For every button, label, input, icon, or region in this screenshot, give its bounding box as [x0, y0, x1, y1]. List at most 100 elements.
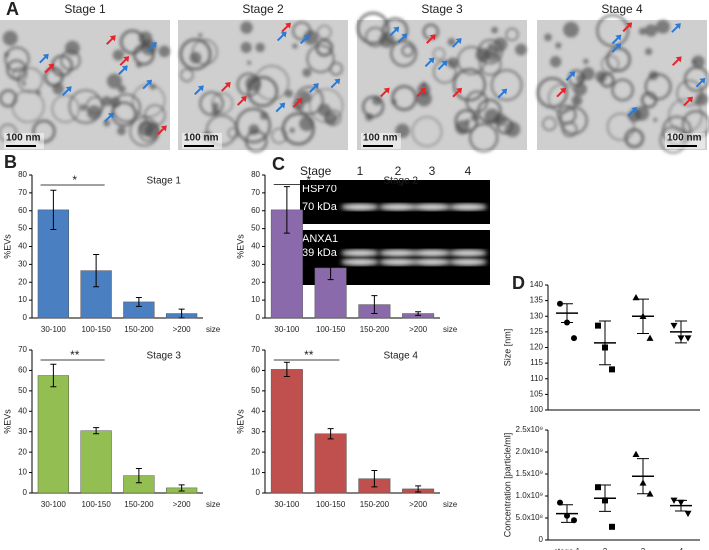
- x-tick-label: 150-200: [360, 500, 390, 509]
- vesicle: [432, 47, 446, 61]
- vesicle: [469, 123, 499, 153]
- arrow-head: [686, 96, 693, 103]
- point: [571, 517, 577, 524]
- point: [609, 366, 615, 373]
- vesicle: [548, 83, 578, 113]
- debris: [372, 95, 382, 106]
- vesicle: [390, 39, 418, 67]
- x-tick-label: stage 1: [554, 547, 581, 550]
- debris: [470, 113, 479, 122]
- error-bar: [178, 308, 185, 319]
- x-tick-label: 30-100: [274, 500, 299, 509]
- debris: [117, 126, 126, 136]
- point: [595, 322, 601, 329]
- vesicle: [477, 38, 503, 65]
- y-tick-label: 2.5x10⁹: [516, 425, 543, 434]
- debris: [302, 68, 312, 78]
- x-tick-label: 100-150: [316, 500, 346, 509]
- image-title: Stage 1: [64, 2, 106, 16]
- arrow-head: [280, 31, 287, 38]
- vesicle: [611, 78, 634, 102]
- point: [646, 334, 654, 341]
- arrow-head: [401, 33, 408, 40]
- debris: [245, 75, 261, 92]
- arrow-head: [312, 83, 319, 90]
- arrow-head: [675, 56, 682, 63]
- debris: [292, 43, 298, 49]
- texture: [0, 29, 171, 147]
- vesicle: [12, 66, 28, 82]
- y-tick-label: 105: [530, 389, 544, 398]
- x-tick-label: 150-200: [360, 325, 390, 334]
- x-tick-label: 100-150: [81, 325, 111, 334]
- error-bar: [50, 363, 57, 388]
- y-tick-label: 0: [256, 488, 261, 497]
- band: [379, 203, 417, 211]
- point: [646, 490, 654, 497]
- bar: [80, 430, 112, 494]
- y-tick-label: 20: [251, 447, 260, 456]
- arrow-head: [455, 37, 462, 44]
- error-bar: [371, 295, 378, 315]
- bar: [37, 375, 70, 494]
- point: [684, 510, 692, 518]
- image-title: Stage 2: [242, 2, 284, 16]
- band: [341, 249, 379, 257]
- significance: **: [304, 348, 314, 362]
- y-tick-label: 60: [251, 206, 260, 215]
- vesicle: [561, 121, 578, 138]
- arrow-head: [42, 53, 49, 60]
- x-tick-label: >200: [173, 500, 192, 509]
- vesicle: [199, 91, 224, 116]
- error-bar: [599, 484, 611, 512]
- protein-label: HSP70: [302, 183, 337, 195]
- band: [449, 249, 487, 257]
- protein-label: ANXA1: [302, 233, 338, 245]
- band: [341, 258, 379, 266]
- debris: [653, 117, 658, 122]
- debris: [189, 51, 202, 64]
- vesicle: [111, 93, 142, 123]
- y-tick-label: 60: [18, 366, 27, 375]
- vesicle: [401, 44, 414, 57]
- chart-title: Stage 3: [147, 351, 182, 362]
- panel-label: C: [272, 154, 285, 174]
- x-tick-label: 30-100: [41, 500, 66, 509]
- scale-bar-label: 100 nm: [363, 133, 398, 144]
- error-bar: [135, 296, 142, 307]
- y-axis-label: Concentration [particle/ml]: [502, 433, 512, 538]
- y-tick-label: 70: [251, 345, 260, 354]
- arrow-head: [284, 22, 291, 29]
- arrow-head: [674, 23, 681, 30]
- debris: [240, 41, 252, 54]
- arrow-head: [420, 87, 427, 94]
- vesicle: [606, 112, 635, 141]
- y-tick-label: 125: [530, 327, 544, 336]
- debris: [211, 108, 220, 116]
- y-tick-label: 30: [18, 427, 27, 436]
- debris: [691, 55, 705, 69]
- vesicle: [391, 84, 418, 112]
- point: [632, 450, 640, 457]
- debris: [555, 42, 562, 49]
- band: [449, 203, 487, 211]
- debris: [4, 52, 10, 58]
- vesicle: [0, 89, 18, 108]
- error-bar: [50, 189, 57, 231]
- significance: **: [70, 348, 80, 362]
- texture: [536, 14, 709, 154]
- vesicle: [452, 68, 487, 102]
- debris: [491, 26, 499, 34]
- arrow-head: [383, 87, 390, 94]
- y-tick-label: 130: [530, 311, 544, 320]
- y-tick-label: 10: [18, 468, 27, 477]
- vesicle: [478, 52, 502, 76]
- arrow-head: [123, 56, 130, 63]
- debris: [101, 96, 112, 107]
- point: [595, 484, 601, 491]
- vesicle: [211, 92, 234, 114]
- x-axis-label: size: [206, 325, 221, 334]
- arrow-head: [65, 86, 72, 93]
- vesicle: [51, 94, 80, 123]
- x-tick-label: >200: [173, 325, 192, 334]
